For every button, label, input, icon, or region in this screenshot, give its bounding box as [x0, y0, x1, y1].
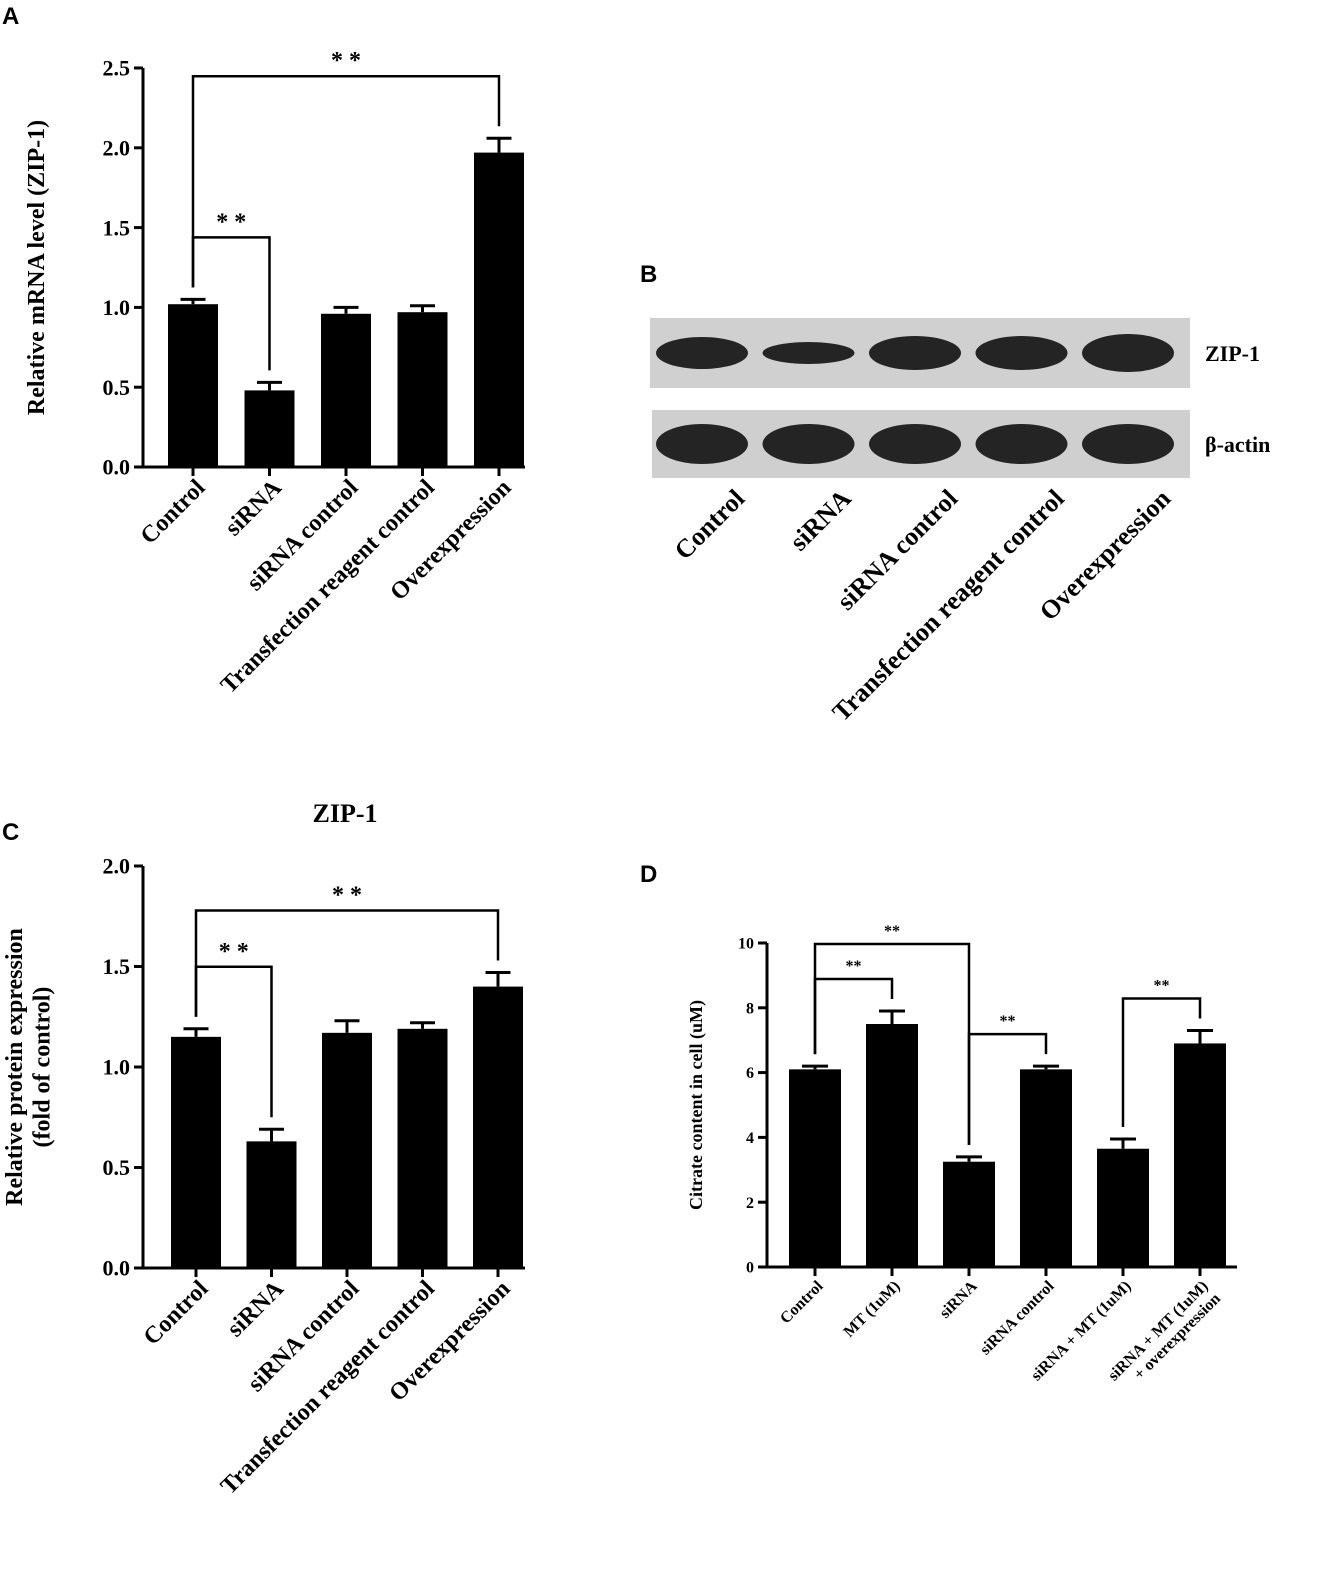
bar — [474, 152, 524, 467]
panel-letter: C — [2, 819, 19, 846]
blot-row-label: β-actin — [1205, 432, 1270, 457]
y-tick-label: 2.0 — [103, 136, 131, 161]
bar — [473, 986, 523, 1268]
bar — [397, 312, 448, 467]
significance-label: * * — [219, 939, 249, 965]
bar — [943, 1161, 995, 1267]
y-axis-label-line: Relative protein expression — [2, 928, 28, 1206]
y-tick-label: 0.5 — [103, 375, 131, 400]
significance-label: ** — [1000, 1013, 1016, 1030]
significance-label: ** — [884, 923, 900, 940]
bar — [1020, 1069, 1072, 1267]
x-tick-label: siRNA — [937, 1277, 981, 1321]
panel-letter: A — [2, 3, 19, 30]
y-tick-label: 0 — [746, 1260, 754, 1277]
blot-band — [762, 424, 855, 464]
blot-band — [1082, 334, 1174, 372]
blot-band — [869, 424, 961, 464]
y-axis-label: Relative mRNA level (ZIP-1) — [24, 120, 50, 415]
blot-band — [869, 336, 961, 370]
significance-bracket — [967, 1032, 1048, 1145]
bar — [168, 304, 218, 467]
y-tick-label: 2.0 — [103, 854, 131, 879]
blot-band — [975, 336, 1068, 370]
blot-band — [975, 424, 1068, 464]
y-tick-label: 0.5 — [103, 1155, 131, 1180]
bar — [1097, 1148, 1149, 1267]
chart-title: ZIP-1 — [313, 799, 378, 828]
bar — [321, 313, 371, 467]
blot-band — [762, 342, 855, 364]
panel-letter: B — [640, 261, 657, 288]
bar — [866, 1024, 918, 1267]
y-tick-label: 6 — [746, 1065, 754, 1082]
bar — [171, 1036, 221, 1268]
y-tick-label: 1.5 — [103, 954, 131, 979]
y-axis-label-line: (fold of control) — [30, 987, 56, 1148]
y-tick-label: 1.5 — [103, 215, 131, 240]
significance-label: * * — [332, 883, 362, 909]
bar — [789, 1069, 841, 1267]
blot-row-label: ZIP-1 — [1205, 341, 1260, 366]
bar — [246, 1141, 297, 1268]
y-axis-label: Relative protein expression(fold of cont… — [2, 928, 56, 1206]
y-axis-label: Citrate content in cell (uM) — [686, 1000, 707, 1210]
significance-bracket — [1121, 997, 1202, 1128]
y-tick-label: 2 — [746, 1195, 754, 1212]
y-tick-label: 2.5 — [103, 56, 131, 81]
y-tick-label: 0.0 — [103, 1256, 131, 1281]
blot-band — [1082, 424, 1174, 464]
bar — [1174, 1043, 1226, 1267]
bar — [322, 1032, 372, 1268]
y-tick-label: 0.0 — [103, 455, 131, 480]
panel-letter: D — [640, 861, 657, 888]
bar — [397, 1028, 448, 1268]
x-tick-label: siRNA control — [977, 1277, 1058, 1358]
significance-label: * * — [331, 48, 361, 74]
y-tick-label: 8 — [746, 1000, 754, 1017]
x-tick-label: Control — [139, 1276, 214, 1351]
significance-bracket — [194, 909, 500, 1017]
x-tick-label: Control — [136, 475, 211, 550]
blot-band — [656, 337, 748, 369]
x-tick-label: siRNA — [222, 1275, 289, 1342]
bar — [244, 390, 295, 467]
y-axis-label-line: Relative mRNA level (ZIP-1) — [24, 120, 50, 415]
significance-bracket — [191, 74, 501, 288]
blot-band — [656, 424, 748, 464]
significance-label: ** — [1154, 977, 1170, 994]
x-tick-label: MT (1uM) — [841, 1278, 904, 1341]
significance-label: * * — [216, 209, 246, 235]
y-tick-label: 1.0 — [103, 295, 131, 320]
y-tick-label: 10 — [738, 936, 754, 953]
y-tick-label: 1.0 — [103, 1055, 131, 1080]
significance-label: ** — [846, 958, 862, 975]
y-axis-label-line: Citrate content in cell (uM) — [686, 1000, 707, 1210]
blot-lane-label: siRNA — [784, 484, 857, 557]
x-tick-label: Control — [777, 1277, 827, 1327]
y-tick-label: 4 — [746, 1130, 754, 1147]
blot-lane-label: Control — [669, 484, 750, 565]
x-tick-label: siRNA — [220, 474, 287, 541]
